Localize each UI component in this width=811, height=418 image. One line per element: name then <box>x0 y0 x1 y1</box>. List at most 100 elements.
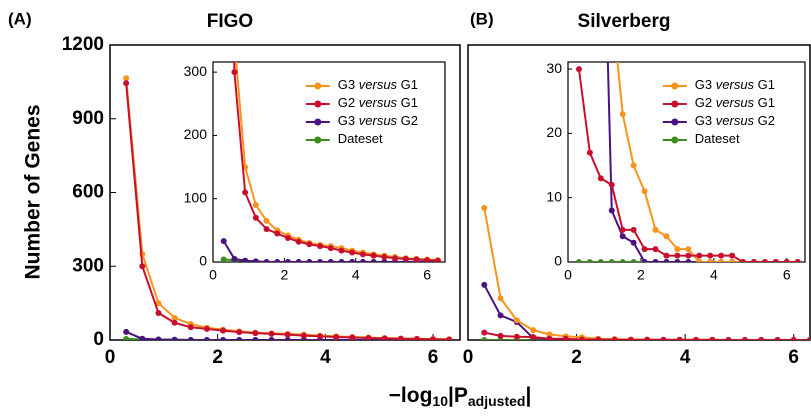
data-point <box>327 259 334 262</box>
data-point <box>619 111 626 118</box>
data-point <box>685 259 692 262</box>
y-tick-label: 600 <box>72 182 104 203</box>
data-point <box>392 255 399 262</box>
data-point <box>155 309 162 316</box>
data-point <box>274 230 281 237</box>
data-point <box>220 256 227 262</box>
data-point <box>481 329 488 336</box>
x-tick-label: 0 <box>463 347 474 368</box>
x-tick-label: 4 <box>680 347 691 368</box>
data-point <box>794 259 801 262</box>
legend-marker <box>671 118 679 126</box>
y-tick-label: 1200 <box>62 34 104 55</box>
data-point <box>317 333 323 340</box>
data-point <box>481 337 488 340</box>
legend-label: G3 versus G1 <box>695 77 775 92</box>
data-point <box>693 336 699 340</box>
data-point <box>611 336 618 340</box>
inset-background <box>568 62 805 262</box>
plot: 0 2 4 6 0 10 20 30 G3 versus G1 G2 versus G1 G3 ve… <box>546 60 806 283</box>
data-point <box>123 75 130 82</box>
data-point <box>652 226 659 233</box>
data-point <box>430 336 437 340</box>
x-tick-label: 6 <box>783 267 791 283</box>
data-point <box>295 238 302 245</box>
data-point <box>630 259 637 262</box>
data-point <box>295 259 302 262</box>
data-point <box>231 37 237 43</box>
data-point <box>627 336 634 340</box>
inset-background <box>213 62 445 262</box>
data-point <box>139 263 146 270</box>
data-point <box>497 332 504 339</box>
data-point <box>685 246 692 253</box>
data-point <box>231 255 238 262</box>
y-tick-label: 0 <box>199 253 207 269</box>
plot: 0 2 4 6 0 100 200 300 G3 versus G1 G2 versus G1 G3… <box>184 37 446 283</box>
data-point <box>641 259 648 262</box>
data-point <box>595 336 602 340</box>
data-point <box>707 252 714 259</box>
data-point <box>359 251 366 258</box>
data-point <box>546 331 553 338</box>
x-tick-label: 4 <box>320 347 331 368</box>
data-point <box>284 337 291 340</box>
x-tick-label: 2 <box>571 347 582 368</box>
legend-label: Dateset <box>695 131 740 146</box>
data-point <box>231 69 238 76</box>
data-point <box>171 319 178 326</box>
data-point <box>761 259 768 262</box>
panel-label: (B) <box>470 9 494 28</box>
legend-marker <box>314 100 322 108</box>
data-point <box>349 249 356 256</box>
data-point <box>123 328 130 335</box>
series-line <box>125 330 450 340</box>
data-point <box>546 335 553 340</box>
x-tick-label: 2 <box>280 267 288 283</box>
y-tick-label: 0 <box>93 329 104 350</box>
x-axis-label-part: |P <box>448 384 468 407</box>
y-tick-label: 0 <box>554 253 562 269</box>
data-point <box>402 255 409 262</box>
data-point <box>497 295 504 302</box>
x-axis-label-part: adjusted <box>468 393 526 409</box>
data-point <box>397 335 404 340</box>
data-point <box>306 259 313 262</box>
panel-label: (A) <box>8 9 32 28</box>
y-tick-label: 300 <box>72 255 104 276</box>
data-point <box>203 325 210 332</box>
data-point <box>772 259 779 262</box>
data-point <box>729 252 736 259</box>
plot: 0 2 4 6 <box>463 44 811 368</box>
legend-label: G2 versus G1 <box>695 95 775 110</box>
data-point <box>807 337 810 340</box>
data-point <box>327 245 334 252</box>
y-tick-label: 200 <box>184 126 208 142</box>
legend-label: G3 versus G1 <box>338 77 418 92</box>
data-point <box>424 257 431 262</box>
x-axis-label-part: | <box>525 384 531 407</box>
data-point <box>263 226 270 233</box>
data-point <box>497 312 504 319</box>
data-point <box>729 259 736 262</box>
data-point <box>579 336 585 340</box>
data-area <box>575 62 801 262</box>
chart-title: FIGO <box>207 11 253 32</box>
data-point <box>381 253 388 260</box>
data-point <box>741 337 748 340</box>
data-point <box>586 259 593 262</box>
data-point <box>674 246 681 253</box>
y-tick-label: 10 <box>546 188 562 204</box>
data-point <box>236 337 243 340</box>
data-point <box>513 317 520 324</box>
x-tick-label: 0 <box>209 267 217 283</box>
data-point <box>242 189 249 196</box>
y-axis-label: Number of Genes <box>22 104 45 279</box>
data-point <box>619 233 626 240</box>
x-tick-label: 6 <box>428 347 439 368</box>
data-point <box>513 333 520 340</box>
data-point <box>284 234 291 241</box>
data-area <box>481 204 810 340</box>
